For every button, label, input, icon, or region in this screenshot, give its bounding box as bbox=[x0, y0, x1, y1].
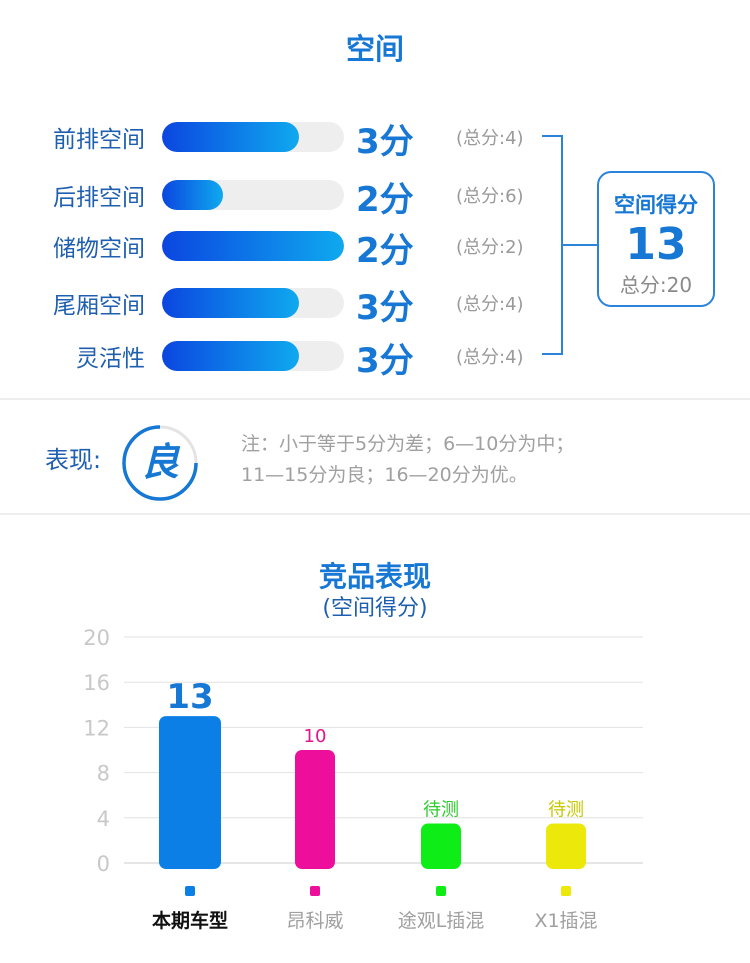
bracket-connector bbox=[542, 135, 570, 355]
category-label: 本期车型 bbox=[152, 909, 228, 932]
rating-ring-icon bbox=[122, 425, 198, 501]
rating-note-line1: 注：小于等于5分为差；6—10分为中； bbox=[241, 433, 575, 455]
row-label: 前排空间 bbox=[53, 127, 145, 153]
legend-dot bbox=[310, 886, 320, 896]
row-max: (总分:2) bbox=[456, 237, 524, 258]
y-tick-label: 4 bbox=[97, 807, 110, 831]
score-bar-fill bbox=[162, 122, 299, 152]
row-label: 灵活性 bbox=[76, 346, 145, 372]
bar bbox=[159, 716, 221, 869]
divider-top bbox=[0, 398, 750, 400]
legend-dot bbox=[436, 886, 446, 896]
row-score: 2分 bbox=[356, 231, 414, 271]
rating-value: 良 bbox=[140, 440, 179, 484]
section-title: 空间 bbox=[345, 32, 404, 66]
row-label: 后排空间 bbox=[53, 185, 145, 211]
y-tick-label: 20 bbox=[83, 626, 110, 650]
score-bar-fill bbox=[162, 231, 344, 261]
category-label: 昂科威 bbox=[286, 910, 343, 932]
bar bbox=[295, 750, 335, 869]
score-bar-track bbox=[162, 231, 344, 261]
performance-label: 表现: bbox=[45, 446, 102, 474]
bar bbox=[546, 823, 586, 869]
data-label: 待测 bbox=[548, 799, 584, 820]
total-score-box: 空间得分 13 总分:20 bbox=[597, 171, 715, 307]
score-bar-track bbox=[162, 122, 344, 152]
chart-title: 竞品表现 bbox=[318, 560, 431, 593]
score-bar-fill bbox=[162, 341, 299, 371]
row-max: (总分:4) bbox=[456, 347, 524, 368]
row-label: 尾厢空间 bbox=[53, 293, 145, 319]
row-max: (总分:4) bbox=[456, 128, 524, 149]
y-tick-label: 16 bbox=[83, 671, 110, 695]
y-tick-label: 12 bbox=[83, 716, 110, 740]
y-tick-label: 8 bbox=[97, 762, 110, 786]
rating-note-line2: 11—15分为良；16—20分为优。 bbox=[241, 464, 528, 486]
bracket-link bbox=[570, 244, 598, 246]
legend-dot bbox=[185, 886, 195, 896]
row-label: 储物空间 bbox=[53, 236, 145, 262]
row-score: 3分 bbox=[356, 122, 414, 162]
score-bar-track bbox=[162, 180, 344, 210]
divider-bottom bbox=[0, 513, 750, 515]
total-score-label: 空间得分 bbox=[614, 193, 698, 217]
row-max: (总分:6) bbox=[456, 186, 524, 207]
category-label: X1插混 bbox=[534, 910, 597, 932]
data-label: 10 bbox=[304, 726, 327, 747]
total-score-value: 13 bbox=[625, 219, 687, 270]
bar bbox=[421, 823, 461, 869]
data-label: 待测 bbox=[423, 799, 459, 820]
row-max: (总分:4) bbox=[456, 294, 524, 315]
score-bar-fill bbox=[162, 180, 223, 210]
legend-dot bbox=[561, 886, 571, 896]
data-label: 13 bbox=[166, 677, 213, 717]
score-bar-track bbox=[162, 288, 344, 318]
chart-subtitle: (空间得分) bbox=[322, 596, 428, 621]
row-score: 2分 bbox=[356, 180, 414, 220]
score-bar-fill bbox=[162, 288, 299, 318]
score-bar-track bbox=[162, 341, 344, 371]
row-score: 3分 bbox=[356, 341, 414, 381]
category-label: 途观L插混 bbox=[398, 910, 485, 932]
row-score: 3分 bbox=[356, 288, 414, 328]
total-score-max: 总分:20 bbox=[619, 273, 693, 297]
y-tick-label: 0 bbox=[97, 852, 110, 876]
